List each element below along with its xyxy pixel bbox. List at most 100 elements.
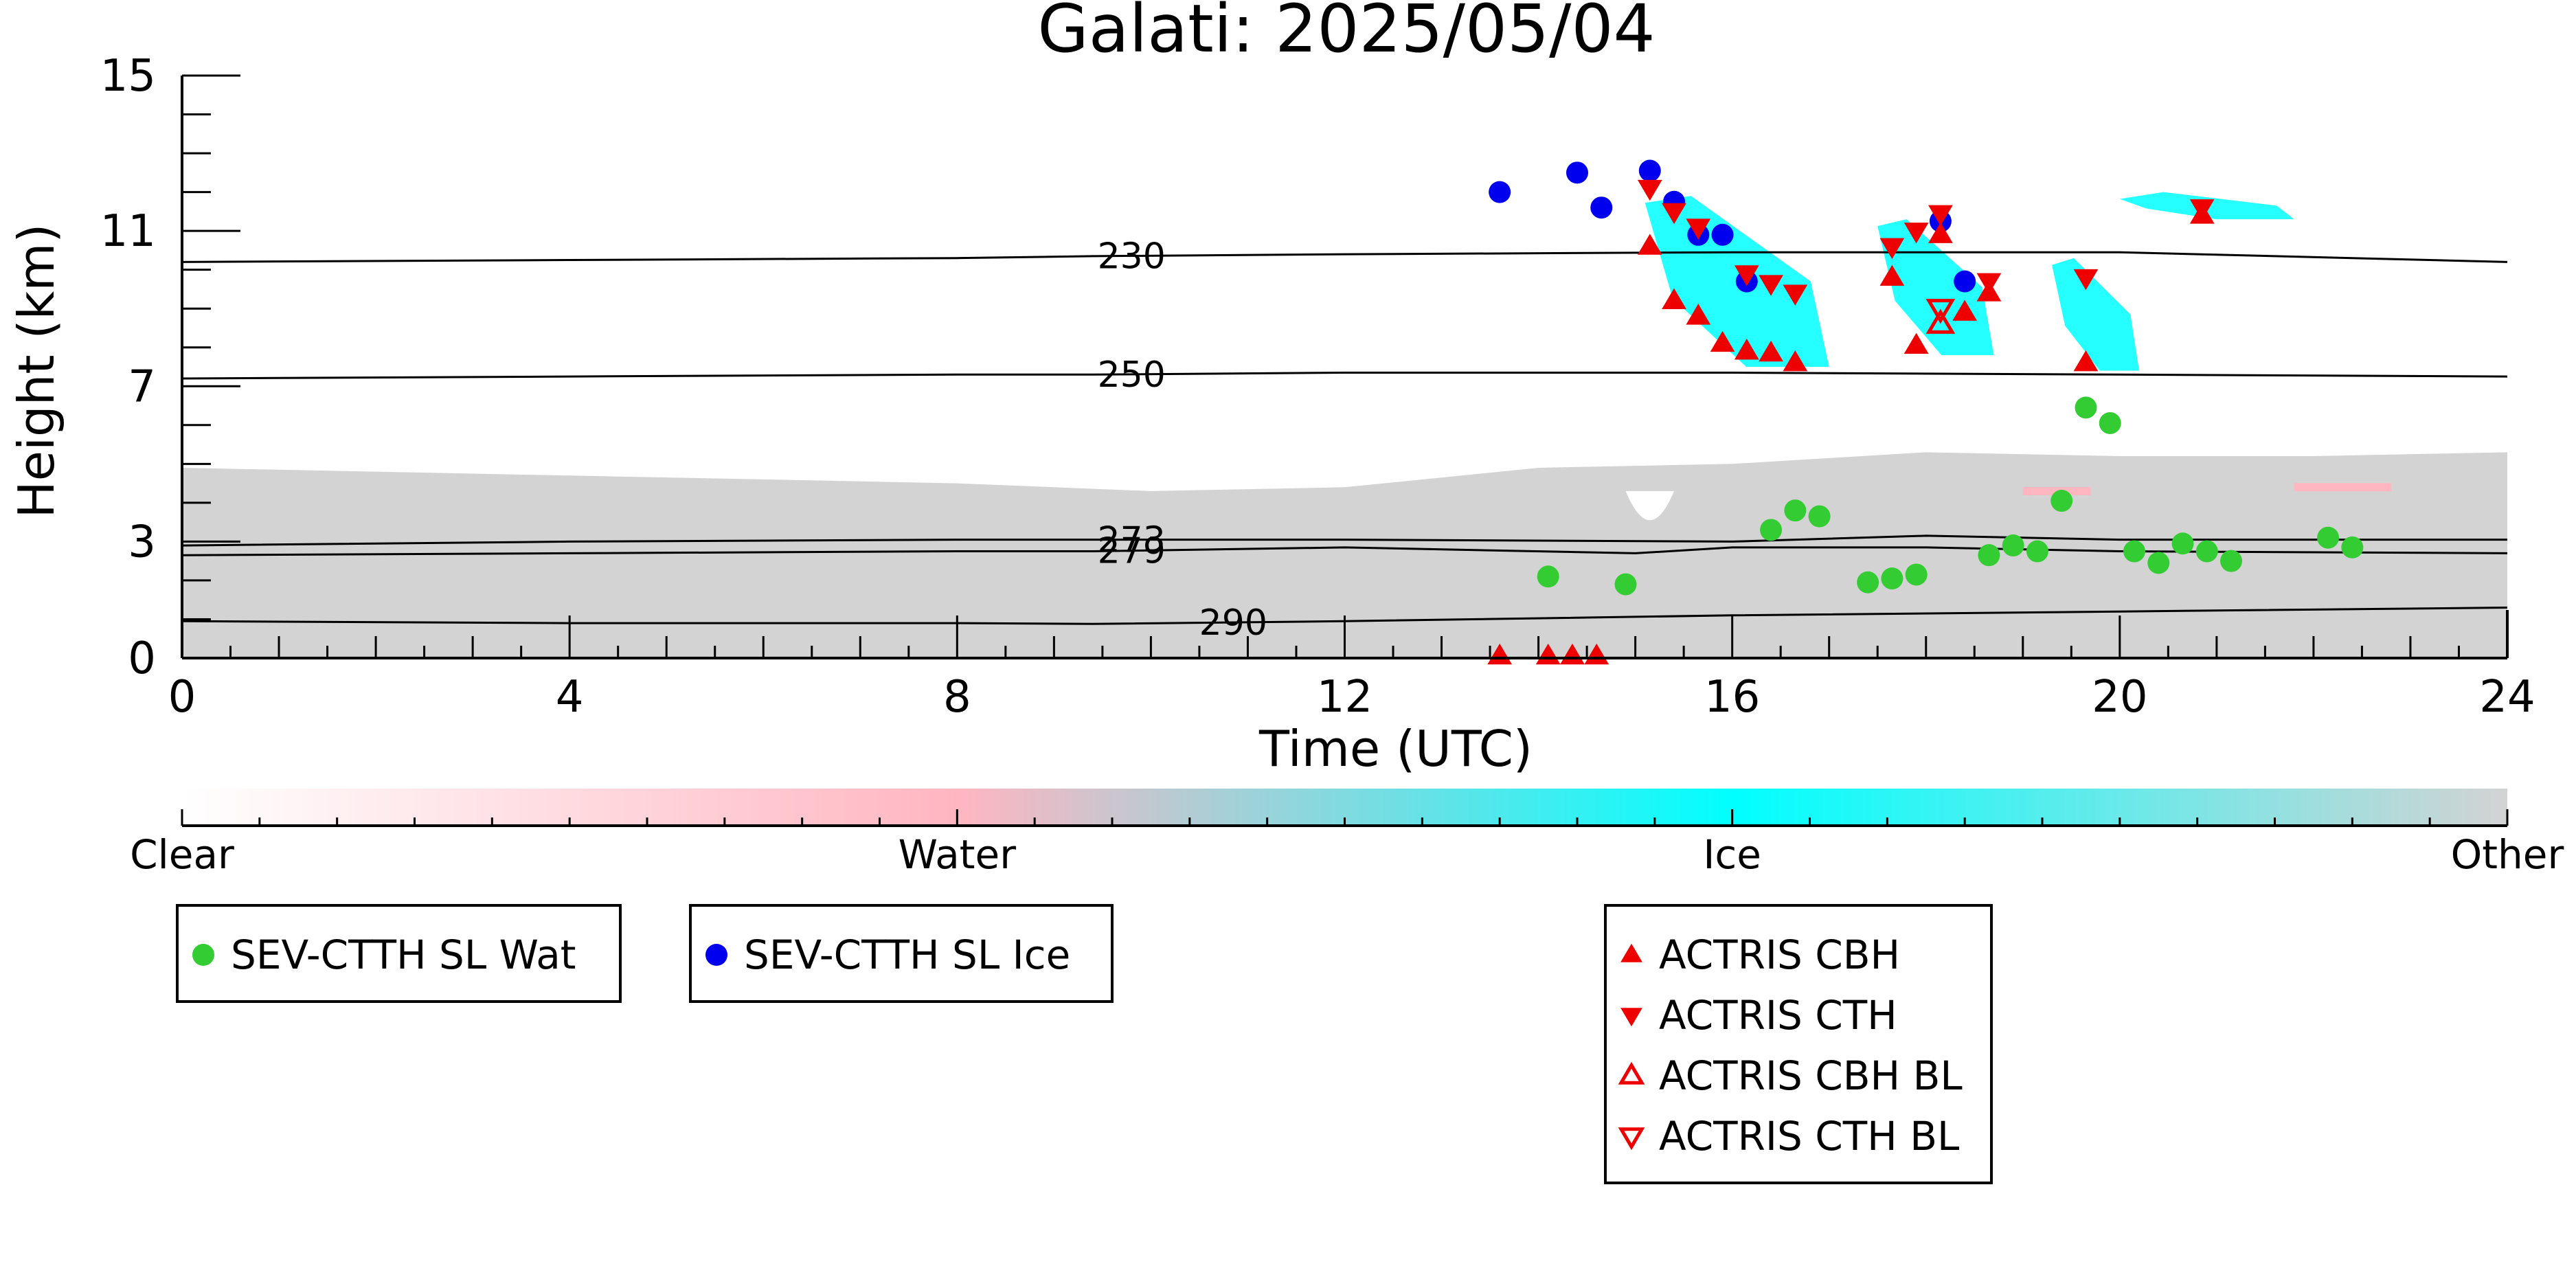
x-tick-label: 16 [1704,672,1760,723]
legend-entry-label: ACTRIS CBH [1659,931,1900,978]
legend-entry-label: ACTRIS CTH [1659,992,1897,1039]
legend-marker [192,944,214,966]
sev-ctth-sl-wat-point [1784,499,1807,522]
legend-marker [1618,1061,1645,1085]
x-tick-label: 4 [556,672,584,723]
sev-ctth-sl-wat-point [1614,573,1637,596]
sev-ctth-sl-ice-point [1954,270,1976,293]
actris-cbh-point [1734,339,1759,360]
actris-cbh-point [1879,264,1905,286]
chart-title: Galati: 2025/05/04 [1037,0,1655,67]
isotherm-label-230: 230 [1098,236,1166,277]
actris-cbh-point [1928,222,1953,243]
sev-ctth-sl-wat-point [1857,571,1879,594]
sev-ctth-sl-wat-point [2147,552,2170,574]
actris-cth-point [1662,203,1686,225]
y-tick-label: 0 [128,633,156,684]
y-tick-label: 15 [100,51,156,102]
sev-ctth-sl-wat-point [2075,396,2097,419]
sev-ctth-sl-wat-point [2171,532,2194,555]
y-axis-label: Height (km) [8,224,65,519]
legend-marker [705,944,727,966]
x-axis-label: Time (UTC) [1258,720,1533,778]
y-tick-label: 3 [128,517,156,567]
isotherm-273 [181,534,2507,547]
sev-ctth-sl-wat-point [2002,534,2024,557]
sev-ctth-sl-ice-point [1566,161,1588,184]
actris-cth-point [1637,179,1662,201]
y-tick-label: 11 [100,206,156,257]
sev-ctth-sl-wat-point [1905,563,1928,586]
legend-marker [1620,1008,1642,1027]
sev-ctth-sl-wat-point [2050,490,2073,512]
isotherm-290 [181,607,2508,625]
legend-marker [1620,943,1642,962]
actris-cbh-point [1952,300,1978,321]
water-patch-1 [2294,483,2391,492]
sev-ctth-sl-wat-point [1537,565,1559,588]
axes: 0 4 8 12 16 20 24 0 3 7 11 15 [100,51,2535,723]
x-tick-label: 24 [2479,672,2535,723]
ice-cloud-region-2 [2052,258,2140,371]
legend-box-2 [689,904,1114,1003]
actris-cbh-point [1903,332,1929,354]
actris-cbh-point [1710,330,1735,352]
colorbar: Clear Water Ice Other [130,789,2564,878]
actris-cbh-point [2073,350,2099,372]
colorbar-label-water: Water [899,831,1017,878]
actris-cth-point [1976,273,2002,294]
x-tick-label: 0 [168,672,196,723]
actris-cth-point [1734,265,1759,286]
sev-ctth-sl-wat-point [2123,540,2145,563]
isotherm-230 [181,251,2508,263]
isotherm-250 [181,372,2508,380]
sev-ctth-sl-wat-point [2341,536,2364,558]
actris-cth-point [1783,284,1808,306]
actris-cth-point [1879,238,1905,260]
isotherm-label-250: 250 [1098,354,1166,396]
actris-cth-point [1759,275,1783,296]
sev-ctth-sl-wat-point [2220,550,2243,572]
sev-ctth-sl-ice-point [1590,196,1613,219]
actris-cth-point [2073,269,2099,291]
sev-ctth-sl-ice-point [1711,223,1734,246]
legend-box-1 [176,904,622,1003]
colorbar-label-other: Other [2451,831,2564,878]
colorbar-label-clear: Clear [130,831,234,878]
clear-gap [1625,490,1675,521]
actris-cbh-point [1662,288,1686,309]
actris-cth-point [1928,205,1953,227]
legend-entry-label: SEV-CTTH SL Ice [744,931,1070,978]
isotherm-label-273: 273 [1098,520,1166,561]
y-tick-label: 7 [128,361,156,412]
actris-cbh-point [1637,234,1662,255]
sev-ctth-sl-wat-point [2099,411,2121,434]
sev-ctth-sl-wat-point [2317,526,2340,549]
other-region [182,452,2507,658]
sev-ctth-sl-wat-point [1808,505,1831,528]
actris-cth-point [1903,223,1929,244]
actris-cbh-bl-point [1925,308,1956,334]
legend-entry-label: ACTRIS CBH BL [1659,1052,1963,1099]
isotherm-label-290: 290 [1199,602,1267,644]
x-tick-label: 12 [1317,672,1372,723]
legends: SEV-CTTH SL Wat SEV-CTTH SL Ice ACTRIS CBH… [176,904,1993,1184]
sev-ctth-sl-wat-point [2195,540,2218,563]
colorbar-label-ice: Ice [1703,831,1761,878]
actris-cbh-point [1759,340,1783,362]
sev-ctth-sl-wat-point [1881,567,1903,590]
legend-marker [1618,1127,1645,1151]
sev-ctth-sl-wat-point [2026,540,2048,563]
isotherm-label-279: 279 [1098,531,1166,572]
legend-entry-label: ACTRIS CTH BL [1659,1113,1959,1160]
x-tick-label: 8 [943,672,971,723]
legend-entry-label: SEV-CTTH SL Wat [231,931,576,978]
sev-ctth-sl-wat-point [1760,519,1783,541]
legend-box-3 [1604,904,1993,1184]
actris-cth-point [2189,199,2215,221]
sev-ctth-sl-ice-point [1638,159,1661,182]
x-tick-label: 20 [2092,672,2147,723]
sev-ctth-sl-wat-point [1978,544,2000,567]
